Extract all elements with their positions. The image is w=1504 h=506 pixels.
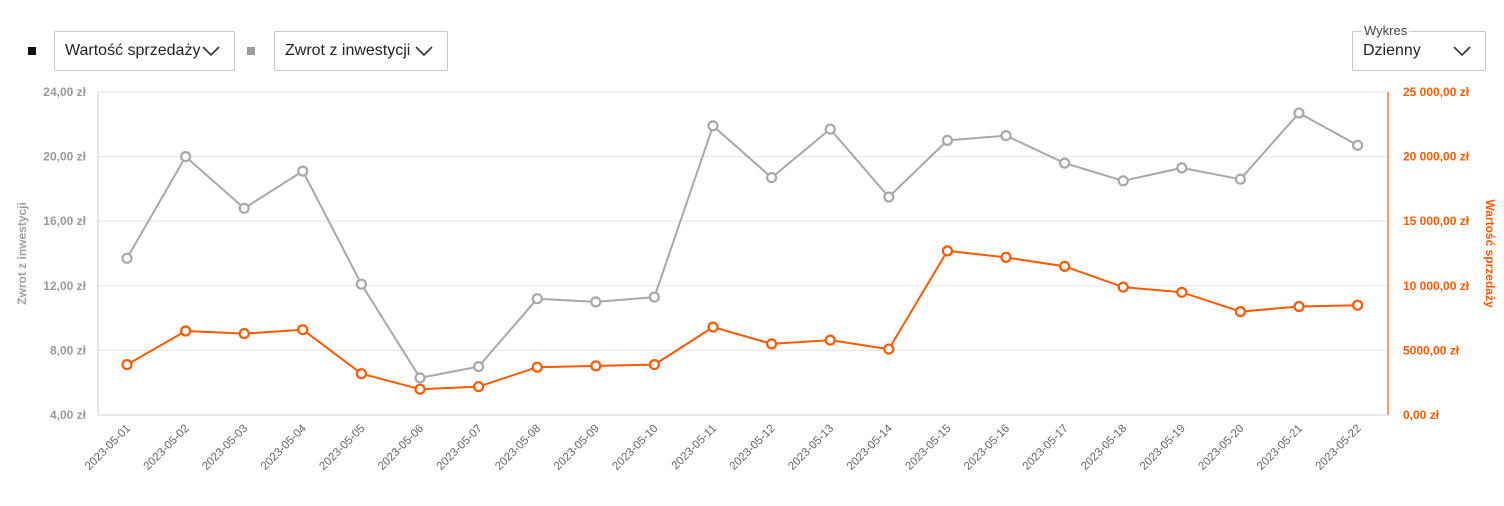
sales-data-point — [941, 245, 954, 257]
roi-data-point — [238, 202, 250, 214]
series1-legend-swatch — [28, 47, 36, 55]
roi-data-point — [941, 134, 954, 146]
x-axis-tick-label: 2023-05-02 — [142, 423, 192, 473]
x-axis-tick-label: 2023-05-21 — [1255, 423, 1305, 473]
chevron-down-icon — [413, 44, 435, 58]
roi-data-point — [590, 296, 602, 308]
chevron-down-icon — [200, 44, 222, 58]
x-axis-tick-label: 2023-05-11 — [670, 423, 719, 472]
left-axis-tick-label: 12,00 zł — [43, 279, 86, 293]
x-axis-tick-label: 2023-05-10 — [610, 423, 660, 473]
series2-legend-swatch — [247, 47, 255, 55]
x-axis-tick-label: 2023-05-17 — [1021, 423, 1071, 473]
sales-data-point — [414, 383, 426, 395]
sales-series-line — [126, 249, 1358, 391]
x-axis-tick-label: 2023-05-16 — [962, 423, 1012, 473]
roi-data-point — [180, 151, 192, 163]
roi-data-point — [1176, 162, 1188, 174]
roi-data-point — [883, 191, 895, 203]
left-axis-tick-label: 24,00 zł — [43, 85, 86, 99]
sales-data-point — [824, 334, 836, 346]
sales-data-point — [355, 368, 367, 380]
roi-data-point — [414, 372, 426, 384]
x-axis-tick-label: 2023-05-19 — [1138, 423, 1188, 473]
series1-select[interactable]: Wartość sprzedaży — [54, 31, 235, 71]
left-axis-tick-label: 4,00 zł — [50, 408, 87, 422]
sales-data-point — [1058, 260, 1071, 272]
right-axis-tick-label: 0,00 zł — [1403, 408, 1440, 422]
x-axis-tick-label: 2023-05-20 — [1196, 423, 1246, 473]
x-axis-tick-label: 2023-05-22 — [1314, 423, 1364, 473]
left-axis-tick-label: 16,00 zł — [43, 214, 86, 228]
roi-data-point — [1058, 157, 1071, 169]
roi-data-point — [1000, 130, 1012, 142]
left-axis-title: Zwrot z inwestycji — [15, 202, 29, 305]
sales-data-point — [1234, 306, 1247, 318]
series1-select-value: Wartość sprzedaży — [65, 42, 201, 59]
sales-data-point — [883, 343, 895, 355]
x-axis-tick-label: 2023-05-15 — [903, 423, 953, 473]
sales-data-point — [707, 321, 719, 333]
x-axis-tick-label: 2023-05-12 — [728, 423, 778, 473]
sales-data-point — [1293, 300, 1305, 313]
chart-type-field: Dzienny Wykres — [1352, 23, 1486, 71]
sales-data-point — [238, 328, 250, 340]
x-axis-tick-label: 2023-05-14 — [845, 422, 896, 473]
roi-data-point — [707, 120, 719, 132]
chart-type-label: Wykres — [1362, 23, 1410, 38]
x-axis-tick-label: 2023-05-18 — [1079, 423, 1129, 473]
sales-data-point — [297, 324, 309, 336]
sales-data-point — [473, 381, 485, 393]
x-axis-tick-label: 2023-05-08 — [493, 423, 543, 473]
series2-select-value: Zwrot z inwestycji — [285, 42, 411, 59]
roi-data-point — [297, 165, 309, 177]
sales-data-point — [1117, 281, 1129, 293]
sales-data-point — [180, 325, 192, 337]
roi-data-point — [531, 293, 543, 305]
x-axis-tick-label: 2023-05-06 — [376, 423, 426, 473]
chart-toolbar: Wartość sprzedaży Zwrot z inwestycji Dzi… — [0, 0, 1504, 80]
x-axis-tick-label: 2023-05-07 — [435, 423, 485, 473]
sales-data-point — [1351, 299, 1364, 311]
sales-data-point — [765, 338, 778, 350]
roi-data-point — [121, 252, 133, 264]
roi-data-point — [648, 291, 661, 303]
sales-data-point — [590, 360, 602, 372]
roi-data-point — [1234, 173, 1247, 185]
x-axis-tick-label: 2023-05-13 — [786, 423, 836, 473]
roi-series-line — [126, 112, 1359, 379]
left-axis-tick-label: 20,00 zł — [43, 150, 86, 164]
x-axis-tick-label: 2023-05-04 — [259, 422, 310, 473]
right-axis-tick-label: 25 000,00 zł — [1403, 85, 1470, 99]
roi-data-point — [1351, 139, 1364, 151]
sales-data-point — [1000, 251, 1012, 263]
right-axis-tick-label: 10 000,00 zł — [1403, 279, 1470, 293]
right-axis-tick-label: 20 000,00 zł — [1403, 150, 1470, 164]
roi-data-point — [824, 123, 836, 135]
roi-data-point — [765, 172, 778, 184]
left-axis-tick-label: 8,00 zł — [50, 343, 87, 357]
sales-data-point — [1176, 286, 1188, 298]
right-axis-title: Wartość sprzedaży — [1483, 199, 1497, 308]
chart-type-value: Dzienny — [1363, 42, 1421, 59]
x-axis-tick-label: 2023-05-01 — [83, 423, 133, 473]
x-axis-tick-label: 2023-05-03 — [200, 423, 250, 473]
right-axis-tick-label: 15 000,00 zł — [1403, 214, 1470, 228]
chevron-down-icon — [1451, 44, 1473, 58]
sales-data-point — [531, 361, 543, 373]
roi-data-point — [355, 278, 367, 290]
roi-data-point — [473, 361, 485, 373]
roi-data-point — [1293, 107, 1305, 119]
x-axis-tick-label: 2023-05-05 — [317, 423, 367, 473]
roi-data-point — [1117, 175, 1129, 187]
x-axis-tick-label: 2023-05-09 — [552, 423, 602, 473]
sales-data-point — [121, 359, 133, 371]
right-axis-tick-label: 5000,00 zł — [1403, 343, 1460, 357]
series2-select[interactable]: Zwrot z inwestycji — [274, 31, 448, 71]
sales-data-point — [648, 359, 661, 371]
